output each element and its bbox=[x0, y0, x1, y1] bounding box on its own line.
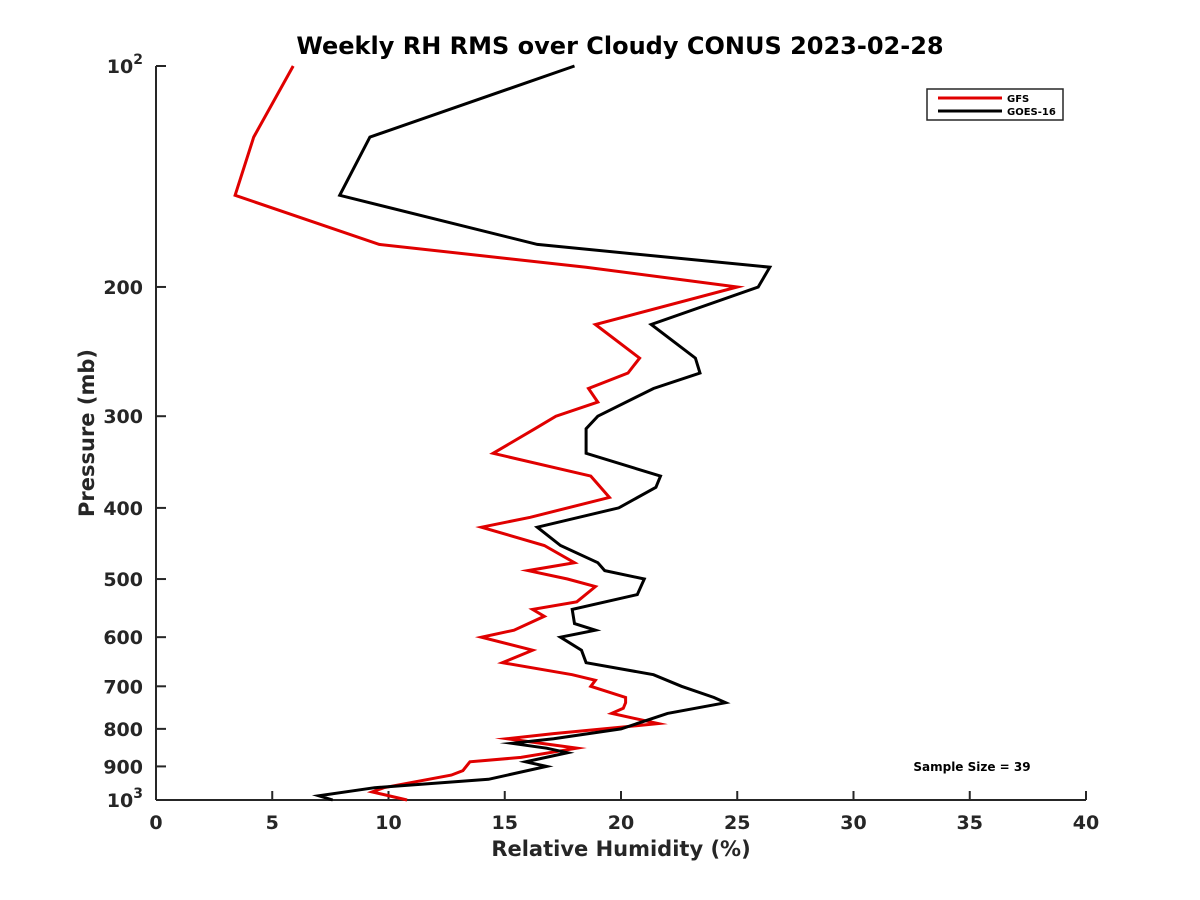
x-ticks: 0 5 10 15 20 25 30 35 40 bbox=[149, 791, 1099, 834]
legend-label: GOES-16 bbox=[1007, 107, 1056, 118]
x-axis-label: Relative Humidity (%) bbox=[491, 837, 750, 861]
x-tick-label: 40 bbox=[1073, 812, 1099, 834]
y-tick-label: 300 bbox=[103, 406, 143, 428]
legend-label: GFS bbox=[1007, 94, 1029, 105]
x-tick-label: 25 bbox=[724, 812, 750, 834]
sample-size-annotation: Sample Size = 39 bbox=[913, 760, 1030, 774]
legend: GFS GOES-16 bbox=[926, 88, 1064, 121]
series-line-gfs bbox=[233, 65, 746, 802]
y-tick-label: 103 bbox=[107, 786, 143, 812]
y-tick-label: 500 bbox=[103, 569, 143, 591]
y-tick-base: 10 bbox=[107, 790, 133, 812]
x-tick-label: 20 bbox=[608, 812, 634, 834]
y-tick-label: 400 bbox=[103, 498, 143, 520]
y-tick-base: 10 bbox=[107, 56, 133, 78]
y-tick-label: 800 bbox=[103, 719, 143, 741]
y-tick-exponent: 2 bbox=[133, 52, 143, 68]
y-tick-label: 700 bbox=[103, 676, 143, 698]
y-tick-exponent: 3 bbox=[133, 786, 143, 802]
x-tick-label: 15 bbox=[492, 812, 518, 834]
x-tick-label: 10 bbox=[375, 812, 401, 834]
y-axis-label: Pressure (mb) bbox=[75, 349, 99, 517]
series-group bbox=[233, 64, 773, 802]
y-tick-label: 102 bbox=[107, 52, 143, 78]
y-tick-label: 900 bbox=[103, 756, 143, 778]
x-tick-label: 35 bbox=[957, 812, 983, 834]
x-tick-label: 5 bbox=[266, 812, 279, 834]
y-tick-label: 200 bbox=[103, 277, 143, 299]
series-line-goes-16 bbox=[311, 64, 773, 802]
chart-title: Weekly RH RMS over Cloudy CONUS 2023-02-… bbox=[296, 32, 943, 60]
x-tick-label: 30 bbox=[840, 812, 866, 834]
x-tick-label: 0 bbox=[149, 812, 162, 834]
y-tick-label: 600 bbox=[103, 627, 143, 649]
legend-box bbox=[926, 88, 1064, 121]
